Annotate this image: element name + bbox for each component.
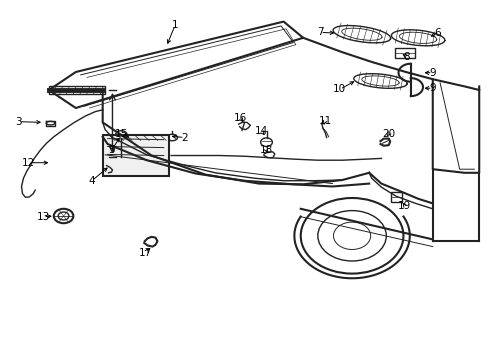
Text: 14: 14 bbox=[254, 126, 268, 136]
Text: 9: 9 bbox=[428, 83, 435, 93]
Bar bbox=[394, 48, 414, 58]
Text: 7: 7 bbox=[316, 27, 323, 37]
Text: 11: 11 bbox=[318, 116, 331, 126]
Text: 1: 1 bbox=[171, 20, 178, 30]
Text: 12: 12 bbox=[21, 158, 35, 168]
Text: 4: 4 bbox=[88, 176, 95, 186]
Bar bbox=[390, 192, 401, 202]
Text: 16: 16 bbox=[233, 113, 247, 123]
Bar bbox=[102, 135, 168, 176]
Text: 2: 2 bbox=[181, 132, 188, 143]
Text: 18: 18 bbox=[259, 145, 273, 156]
Text: 15: 15 bbox=[114, 129, 128, 139]
Text: 19: 19 bbox=[397, 201, 411, 211]
Text: 20: 20 bbox=[382, 129, 394, 139]
Text: 3: 3 bbox=[15, 117, 22, 127]
Text: 8: 8 bbox=[403, 52, 409, 62]
Text: 17: 17 bbox=[139, 248, 152, 258]
Text: 6: 6 bbox=[433, 28, 440, 38]
Text: 5: 5 bbox=[108, 145, 115, 156]
Text: 9: 9 bbox=[428, 68, 435, 78]
Text: 13: 13 bbox=[36, 212, 50, 222]
Text: 10: 10 bbox=[333, 84, 346, 94]
Bar bbox=[49, 86, 105, 94]
